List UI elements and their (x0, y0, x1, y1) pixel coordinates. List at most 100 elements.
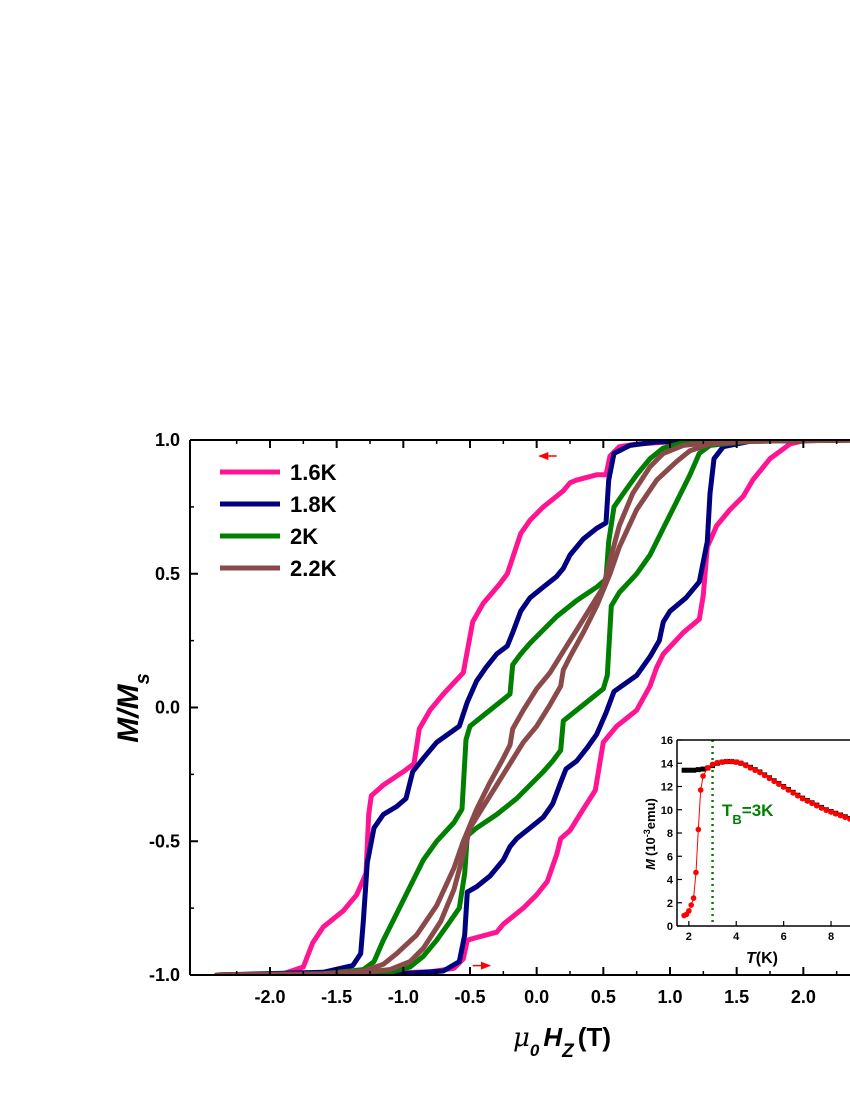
x-tick-label: -2.0 (254, 987, 285, 1007)
legend-label-2.2K: 2.2K (290, 556, 337, 581)
inset-point-zfc (818, 805, 825, 811)
y-axis-title-main: M/M (112, 683, 145, 742)
inset-point-zfc (747, 765, 754, 771)
inset-point-fc (686, 767, 692, 773)
hysteresis-curves (214, 440, 850, 975)
inset-point-zfc (837, 812, 844, 819)
inset-point-fc (695, 767, 701, 773)
inset-y-axis-title-sup: -3 (642, 829, 652, 837)
x-tick-label: 1.0 (657, 987, 682, 1007)
inset-point-zfc (795, 793, 801, 799)
inset-x-axis-title-unit: (K) (756, 950, 778, 967)
inset-point-zfc (828, 809, 834, 815)
inset-point-zfc (780, 784, 787, 790)
series-2K-up-sweep (214, 440, 850, 975)
inset-point-zfc (733, 759, 740, 765)
inset-point-zfc (695, 826, 702, 833)
legend-label-2K: 2K (290, 524, 318, 549)
inset-point-zfc (723, 758, 730, 765)
inset-point-zfc (785, 787, 792, 793)
blocking-temperature-label-sub: B (732, 812, 741, 827)
inset-point-zfc (771, 778, 777, 785)
inset-point-zfc (799, 795, 806, 802)
inset-point-zfc (814, 802, 820, 809)
inset-y-axis-title-main: M (643, 858, 658, 870)
x-tick-label: -0.5 (454, 987, 485, 1007)
y-tick-label: -0.5 (149, 831, 180, 851)
series-1.6K-down-sweep (214, 440, 850, 975)
series-1.6K-up-sweep (214, 440, 850, 975)
x-axis-title-unit: (T) (578, 1022, 611, 1052)
inset-y-tick-label: 8 (667, 828, 673, 840)
series-2K-down-sweep (214, 440, 850, 975)
inset-point-zfc (728, 758, 735, 765)
inset-point-zfc (719, 759, 725, 765)
y-axis-title-sub: s (132, 673, 154, 684)
sweep-arrows (472, 452, 557, 970)
legend: 1.6K 1.8K 2K 2.2K (220, 460, 337, 581)
inset-y-axis-title-unit-end: emu) (643, 798, 658, 829)
blocking-temperature-label: TB=3K (722, 801, 774, 827)
inset-y-axis-title: M (10-3emu) (642, 798, 658, 870)
inset-point-zfc (714, 759, 721, 766)
inset-y-tick-label: 10 (661, 805, 673, 817)
inset-point-zfc (705, 765, 711, 771)
inset-x-tick-label: 8 (828, 931, 834, 943)
legend-label-1.8K: 1.8K (290, 492, 337, 517)
inset-point-zfc (738, 760, 744, 767)
y-tick-label: 1.0 (155, 430, 180, 450)
inset-point-zfc (804, 798, 811, 804)
inset-point-zfc (832, 811, 839, 817)
main-plot: -2.0 -1.5 -1.0 -0.5 0.0 0.5 1.0 1.5 2.0 -1.0 -0.5 0… (149, 430, 850, 1007)
inset-point-zfc (752, 767, 759, 774)
inset-point-zfc (690, 895, 697, 901)
inset-point-zfc (757, 769, 763, 776)
inset-y-tick-label: 6 (667, 851, 673, 863)
x-tick-label: -1.0 (388, 987, 419, 1007)
x-axis-title-prefix: μ (513, 1023, 530, 1053)
x-tick-label: 1.5 (724, 987, 749, 1007)
inset-point-zfc (686, 908, 692, 914)
y-tick-label: 0.0 (155, 698, 180, 718)
inset-point-zfc (697, 787, 704, 793)
inset-point-zfc (823, 807, 830, 814)
inset-ticks: 2 4 6 8 0 2 4 6 8 10 12 14 16 (661, 735, 834, 943)
series-1.8K-up-sweep (214, 440, 850, 975)
inset-point-fc (700, 766, 706, 772)
series-2.2K-up-sweep (214, 440, 850, 975)
inset-y-tick-label: 2 (667, 898, 673, 910)
inset-x-tick-label: 4 (733, 931, 740, 943)
inset-point-zfc (742, 762, 749, 769)
inset-x-axis-title: T(K) (746, 950, 778, 967)
legend-label-1.6K: 1.6K (290, 460, 337, 485)
x-tick-label: 2.0 (791, 987, 816, 1007)
y-tick-label: -1.0 (149, 965, 180, 985)
inset-x-tick-label: 2 (686, 931, 692, 943)
inset-series (681, 740, 850, 926)
x-tick-label: -1.5 (321, 987, 352, 1007)
inset-point-fc (691, 767, 697, 773)
inset-point-zfc (809, 800, 815, 807)
inset-x-axis-title-main: T (746, 950, 757, 967)
x-axis-title-main: H (543, 1022, 563, 1052)
x-axis-title: μ0 HZ (T) (513, 1022, 611, 1062)
x-tick-label: 0.5 (591, 987, 616, 1007)
inset-point-zfc (790, 790, 796, 796)
inset-point-zfc (766, 775, 773, 782)
x-axis-title-main-sub: Z (561, 1041, 575, 1062)
main-plot-ticks: -2.0 -1.5 -1.0 -0.5 0.0 0.5 1.0 1.5 2.0 -1.0 -0.5 0… (149, 430, 838, 1007)
inset-point-zfc (688, 902, 695, 908)
y-axis-title: M/Ms (112, 673, 154, 742)
inset-point-zfc (709, 761, 716, 768)
series-1.8K-down-sweep (214, 440, 850, 975)
inset-y-tick-label: 0 (667, 921, 673, 933)
inset-point-zfc (761, 772, 768, 779)
y-tick-label: 0.5 (155, 564, 180, 584)
inset-x-tick-label: 6 (781, 931, 787, 943)
inset-y-tick-label: 12 (661, 782, 673, 794)
inset-y-tick-label: 14 (661, 758, 674, 770)
inset-point-zfc (693, 869, 699, 876)
inset-point-zfc (842, 814, 849, 821)
inset-point-fc (681, 767, 687, 773)
